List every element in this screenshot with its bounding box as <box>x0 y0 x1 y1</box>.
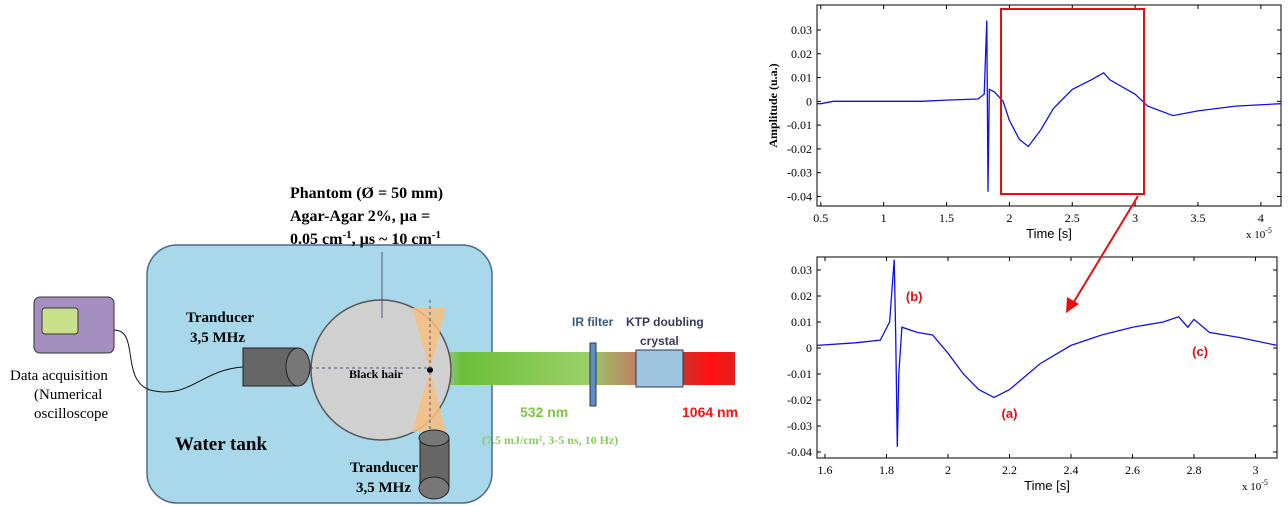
y-tick-label: 0.02 <box>791 289 812 303</box>
y-tick-label: -0.04 <box>787 189 812 203</box>
x-tick-label: 1.5 <box>939 211 954 225</box>
plot-frame <box>816 4 1282 207</box>
mixed-beam <box>594 352 636 385</box>
transducer-face <box>418 476 450 500</box>
y-tick-label: 0.03 <box>791 263 812 277</box>
y-tick-label: 0.03 <box>791 23 812 37</box>
label: Agar-Agar 2%, µa = <box>290 208 430 225</box>
superscript: -1 <box>432 229 441 241</box>
ir-filter <box>589 342 597 407</box>
transducer-label: Tranducer 3,5 MHz Tranducer 3,5 MHz <box>186 310 418 496</box>
label: IR filter <box>572 315 614 329</box>
label: (Numerical <box>34 387 102 403</box>
x-tick-label: 2 <box>945 463 951 477</box>
x-multiplier-exponent: -5 <box>1265 226 1272 235</box>
superscript: -1 <box>342 229 351 241</box>
oscilloscope-screen <box>41 307 79 335</box>
label: 0.05 cm <box>290 231 343 248</box>
cable <box>113 329 244 393</box>
y-tick-label: 0 <box>806 341 812 355</box>
x-axis-label: Time [s] <box>1026 226 1072 241</box>
label: Data acquisition <box>10 368 108 384</box>
x-tick-label: 2 <box>1006 211 1012 225</box>
y-tick-label: 0 <box>806 94 812 108</box>
x-tick-label: 2.8 <box>1186 463 1201 477</box>
focus-cone <box>412 370 446 432</box>
label: Tranducer <box>350 460 418 476</box>
x-tick-label: 3 <box>1132 211 1138 225</box>
plot-frame <box>816 256 1278 459</box>
x-tick-label: 1.6 <box>817 463 832 477</box>
label: , µs ~ 10 cm <box>352 231 433 248</box>
x-multiplier: x 10 <box>1246 229 1266 241</box>
red-beam <box>683 352 735 385</box>
highlight-box <box>1000 8 1145 195</box>
zoom-arrowhead <box>1066 297 1079 313</box>
label: Tranducer <box>186 310 254 326</box>
x-tick-label: 3.5 <box>1191 211 1206 225</box>
focus-cone <box>412 308 446 370</box>
label: 3,5 MHz <box>356 480 411 496</box>
y-tick-label: -0.03 <box>787 419 812 433</box>
y-axis-label: Amplitude (u.a.) <box>766 63 780 147</box>
x-tick-label: 4 <box>1258 211 1264 225</box>
x-multiplier: x 10 <box>1242 481 1262 493</box>
annotation: (b) <box>906 289 923 304</box>
phantom-label: Phantom (Ø = 50 mm) Agar-Agar 2%, µa = 0… <box>290 185 443 248</box>
transducer-face <box>418 429 450 447</box>
y-tick-label: -0.03 <box>787 166 812 180</box>
x-multiplier: x 10-5 <box>1246 226 1272 241</box>
y-tick-label: -0.02 <box>787 393 812 407</box>
label: 0.05 cm-1, µs ~ 10 cm-1 <box>290 229 441 248</box>
x-tick-label: 0.5 <box>813 211 828 225</box>
x-tick-label: 1.8 <box>879 463 894 477</box>
x-tick-label: 2.2 <box>1002 463 1017 477</box>
y-tick-label: -0.04 <box>787 445 812 459</box>
ktp-crystal <box>635 349 684 388</box>
zoom-arrow <box>1071 195 1139 306</box>
label: 532 nm <box>520 404 568 420</box>
y-tick-label: 0.01 <box>791 71 812 85</box>
label: crystal <box>640 334 679 348</box>
x-tick-label: 1 <box>881 211 887 225</box>
x-multiplier: x 10-5 <box>1242 478 1268 493</box>
label: 1064 nm <box>682 404 738 420</box>
annotation: (a) <box>1002 406 1018 421</box>
y-tick-label: -0.01 <box>787 367 812 381</box>
transducer-face <box>285 347 311 387</box>
label: (7.5 mJ/cm², 3-5 ns, 10 Hz) <box>482 433 618 447</box>
x-tick-label: 2.6 <box>1125 463 1140 477</box>
phantom <box>310 299 452 441</box>
y-tick-label: 0.01 <box>791 315 812 329</box>
x-tick-label: 2.4 <box>1063 463 1078 477</box>
y-tick-label: -0.02 <box>787 142 812 156</box>
acquisition-label: Data acquisition (Numerical oscilloscope <box>10 368 108 422</box>
y-tick-label: -0.01 <box>787 118 812 132</box>
signal-line <box>817 20 1282 192</box>
label: Phantom (Ø = 50 mm) <box>290 185 443 202</box>
y-tick-label: 0.02 <box>791 47 812 61</box>
annotation: (c) <box>1192 344 1208 359</box>
x-axis-label: Time [s] <box>1024 478 1070 493</box>
black-hair <box>427 367 433 373</box>
label: Black hair <box>349 367 403 381</box>
label: KTP doubling <box>626 315 704 329</box>
label: Water tank <box>175 434 267 455</box>
green-beam <box>430 352 590 385</box>
label: 3,5 MHz <box>190 330 245 346</box>
x-tick-label: 2.5 <box>1065 211 1080 225</box>
x-multiplier-exponent: -5 <box>1261 478 1268 487</box>
label: oscilloscope <box>34 406 108 422</box>
x-tick-label: 3 <box>1252 463 1258 477</box>
signal-line <box>816 259 1278 447</box>
